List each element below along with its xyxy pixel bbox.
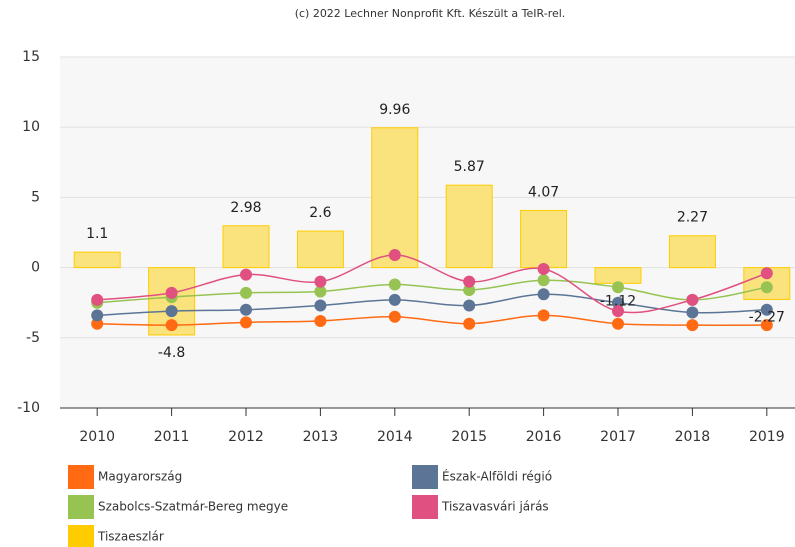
point [165, 305, 178, 318]
plot-background [60, 57, 795, 408]
point [314, 275, 327, 288]
point [612, 305, 624, 318]
point [91, 317, 104, 330]
point [686, 319, 699, 332]
x-tick-label: 2012 [228, 429, 264, 445]
data-label: 2.27 [677, 210, 708, 226]
series-line [97, 254, 768, 314]
legend-swatch[interactable] [68, 525, 94, 547]
point [537, 309, 550, 322]
data-label: -2.27 [749, 309, 785, 325]
series-line [97, 314, 767, 327]
x-tick-label: 2014 [377, 429, 413, 445]
point [537, 263, 550, 276]
legend-swatch[interactable] [68, 465, 94, 489]
point [612, 281, 624, 294]
point [760, 267, 773, 280]
data-label: -1.12 [600, 293, 636, 309]
legend-swatch[interactable] [68, 495, 94, 519]
bar [445, 184, 493, 269]
point [240, 303, 252, 316]
point [91, 293, 104, 306]
bar [594, 267, 642, 284]
point [314, 314, 327, 327]
credit: (c) 2022 Lechner Nonprofit Kft. Készült … [295, 7, 566, 20]
point [686, 293, 699, 306]
data-label: 1.1 [86, 226, 108, 242]
data-label: 9.96 [379, 102, 410, 118]
bar [371, 127, 419, 269]
bar [520, 209, 568, 269]
x-tick-label: 2016 [526, 429, 562, 445]
point [388, 293, 401, 306]
point [612, 317, 624, 330]
bar [73, 251, 121, 269]
point [240, 268, 252, 281]
point [463, 284, 476, 297]
series-line [97, 279, 767, 304]
y-tick-label: 5 [31, 189, 40, 205]
legend-label[interactable]: Magyarország [98, 470, 182, 484]
bar [296, 230, 344, 269]
point [686, 306, 699, 319]
series-line [97, 293, 767, 317]
y-tick-label: 0 [31, 260, 40, 276]
x-tick-label: 2013 [303, 429, 339, 445]
legend-swatch[interactable] [412, 495, 438, 519]
y-tick-label: 15 [22, 49, 40, 65]
legend-swatch[interactable] [412, 465, 438, 489]
point [314, 285, 327, 298]
x-tick-label: 2019 [749, 429, 785, 445]
point [165, 319, 178, 332]
y-tick-label: 10 [22, 119, 40, 135]
legend-label[interactable]: Szabolcs-Szatmár-Bereg megye [98, 500, 288, 514]
legend-label[interactable]: Tiszavasvári járás [441, 500, 549, 514]
point [388, 248, 401, 261]
bar [668, 235, 716, 269]
legend-label[interactable]: Észak-Alföldi régió [442, 469, 552, 484]
point [240, 316, 252, 329]
point [760, 303, 773, 316]
x-tick-label: 2011 [154, 429, 190, 445]
point [537, 274, 550, 287]
legend-label[interactable]: Tiszaeszlár [97, 530, 164, 544]
point [537, 288, 550, 301]
y-tick-label: -5 [26, 330, 40, 346]
point [760, 281, 773, 294]
point [91, 309, 104, 322]
point [612, 296, 624, 309]
data-label: 4.07 [528, 184, 559, 200]
point [760, 319, 773, 332]
x-tick-label: 2010 [79, 429, 115, 445]
bar [222, 225, 270, 269]
data-label: 2.98 [230, 200, 261, 216]
point [388, 310, 401, 323]
data-label: -4.8 [158, 345, 185, 361]
data-label: 5.87 [454, 159, 485, 175]
point [463, 317, 476, 330]
point [463, 299, 476, 312]
point [165, 286, 178, 299]
data-label: 2.6 [309, 205, 331, 221]
x-tick-label: 2015 [451, 429, 487, 445]
y-tick-label: -10 [17, 400, 40, 416]
point [314, 299, 327, 312]
point [463, 275, 476, 288]
point [240, 286, 252, 299]
point [388, 278, 401, 291]
x-tick-label: 2018 [675, 429, 711, 445]
x-tick-label: 2017 [600, 429, 636, 445]
